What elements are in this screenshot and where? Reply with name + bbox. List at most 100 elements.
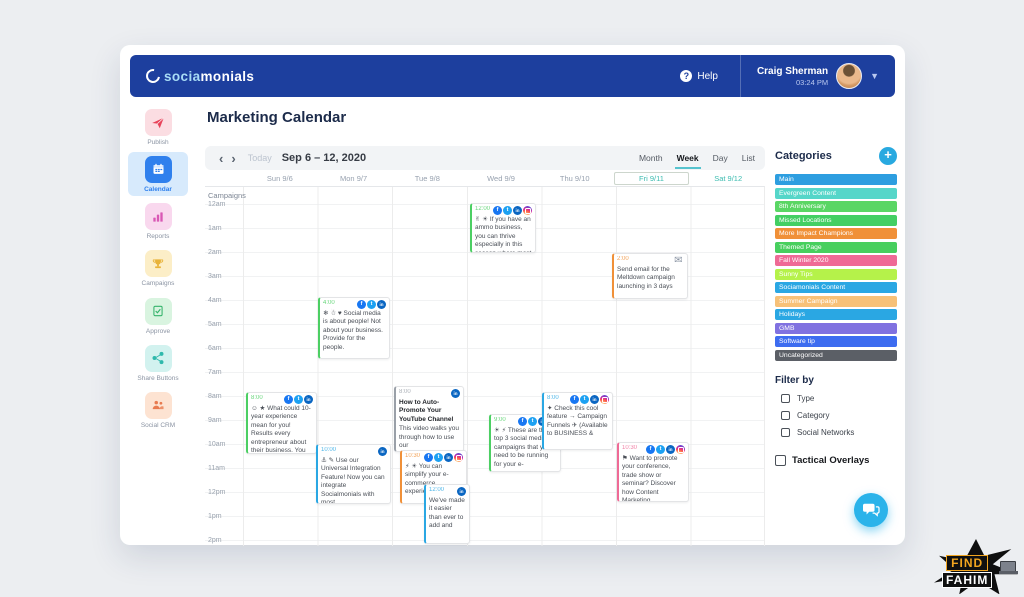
today-button[interactable]: Today	[247, 153, 272, 163]
category-bar[interactable]: Software tip	[775, 336, 897, 347]
bar-chart-icon	[144, 203, 172, 231]
event-text: ⚓ ✎ Use our Universal Integration Featur…	[321, 457, 385, 504]
time-label: 10am	[208, 441, 226, 448]
sidebar-item-publish[interactable]: Publish	[128, 105, 188, 149]
event-text: We've made it easier than ever to add an…	[429, 497, 465, 530]
help-button[interactable]: ? Help	[680, 70, 718, 82]
calendar-grid[interactable]: Campaigns 12am 1am 2am 3am 4am 5am 6am 7am 8am 9a…	[205, 186, 765, 546]
event-time: 4:00	[323, 300, 335, 306]
category-bar[interactable]: Sunny Tips	[775, 268, 897, 280]
paper-plane-icon	[144, 109, 172, 136]
chat-button[interactable]	[854, 493, 888, 527]
day-header[interactable]: Thu 9/10	[559, 173, 590, 183]
linkedin-icon: in	[377, 300, 386, 309]
calendar-event[interactable]: 8:00 in How to Auto-Promote Your YouTube C…	[394, 386, 464, 452]
approve-checklist-icon	[144, 297, 172, 325]
day-header[interactable]: Sat 9/12	[714, 173, 743, 183]
logo-mark-icon	[143, 66, 163, 86]
categories-title: Categories	[775, 150, 832, 162]
event-text: This video walks you through how to use …	[399, 425, 459, 450]
category-bar[interactable]: Themed Page	[775, 241, 897, 253]
time-label: 6am	[208, 345, 222, 352]
sidebar-item-social-crm[interactable]: Social CRM	[128, 388, 188, 432]
category-bar[interactable]: GMB	[775, 322, 897, 334]
event-text: ✦ Check this cool feature → Campaign Fun…	[547, 405, 608, 438]
time-label: 1am	[208, 225, 222, 232]
filter-option-type[interactable]: Type	[781, 393, 897, 403]
day-header[interactable]: Tue 9/8	[414, 173, 440, 183]
event-text: ☀ ⚡ These are the top 3 social media cam…	[494, 427, 551, 468]
find-fahim-watermark: FIND FAHIM	[934, 539, 1018, 595]
category-bar[interactable]: 8th Anniversary	[775, 201, 897, 212]
event-time: 10:30	[622, 445, 638, 451]
view-tab-day[interactable]: Day	[712, 153, 728, 163]
category-bar[interactable]: Holidays	[775, 309, 897, 320]
category-bar[interactable]: More Impact Champions	[775, 228, 897, 239]
day-header[interactable]: Sun 9/6	[266, 173, 293, 183]
checkbox-icon	[781, 410, 790, 420]
sidebar-item-reports[interactable]: Reports	[128, 199, 188, 243]
help-label: Help	[697, 70, 718, 82]
view-tab-month[interactable]: Month	[638, 153, 663, 163]
sidebar-item-approve[interactable]: Approve	[128, 294, 188, 338]
category-bar[interactable]: Fall Winter 2020	[775, 255, 897, 266]
category-bar[interactable]: Summer Campaign	[775, 295, 897, 307]
facebook-icon: f	[424, 453, 433, 462]
category-bar[interactable]: Uncategorized	[775, 349, 897, 361]
view-tab-list[interactable]: List	[741, 153, 755, 163]
calendar-event[interactable]: 10:00 in ⚓ ✎ Use our Universal Integration…	[316, 444, 391, 504]
share-icon	[144, 344, 172, 372]
calendar-event[interactable]: 12:00 in We've made it easier than ever to…	[424, 484, 470, 544]
sidebar-item-campaigns[interactable]: Campaigns	[128, 246, 188, 290]
calendar-event[interactable]: 8:00 f t in ☺ ★ What could 10-year experienc…	[246, 392, 317, 454]
filter-option-label: Category	[797, 410, 830, 420]
all-day-row-label: Campaigns	[208, 191, 246, 200]
category-bar[interactable]: Missed Locations	[775, 214, 897, 226]
day-header[interactable]: Mon 9/7	[340, 173, 368, 183]
avatar	[836, 63, 863, 89]
app-logo[interactable]: sociamonials	[143, 66, 255, 86]
linkedin-icon: in	[444, 453, 453, 462]
linkedin-icon: in	[451, 389, 460, 398]
add-category-button[interactable]: +	[879, 147, 897, 165]
category-bar[interactable]: Main	[775, 174, 897, 185]
prev-button[interactable]: ‹	[219, 150, 224, 166]
app-window: sociamonials ? Help Craig Sherman 03:24 …	[120, 45, 905, 546]
time-label: 12pm	[208, 489, 226, 496]
calendar-icon	[144, 156, 172, 184]
tactical-overlays-checkbox[interactable]: Tactical Overlays	[775, 454, 897, 466]
laptop-icon	[999, 561, 1018, 574]
calendar-event[interactable]: 10:30 f t in ⚑ Want to promote your conferen…	[617, 442, 689, 502]
sidebar-item-share-buttons[interactable]: Share Buttons	[128, 341, 188, 385]
facebook-icon: f	[570, 395, 579, 404]
calendar-event[interactable]: 8:00 f t in ✦ Check this cool feature → Camp…	[542, 392, 613, 450]
day-header[interactable]: Wed 9/9	[487, 173, 515, 183]
checkbox-icon	[781, 393, 790, 403]
twitter-icon: t	[656, 445, 665, 454]
linkedin-icon: in	[457, 487, 466, 496]
header-divider	[739, 55, 741, 97]
time-label: 2am	[208, 249, 222, 256]
calendar-event[interactable]: 2:00 ✉ Send email for the Meltdown campaig…	[612, 253, 688, 299]
logo-text: sociamonials	[164, 68, 255, 84]
chevron-down-icon: ▼	[870, 71, 879, 81]
twitter-icon: t	[294, 395, 303, 404]
calendar-event[interactable]: 4:00 f t in ❄ ☃ ♥ Social media is about peop…	[318, 297, 390, 359]
day-header[interactable]: Fri 9/11	[613, 171, 690, 185]
checkbox-icon	[775, 454, 786, 466]
time-label: 3am	[208, 273, 222, 280]
filter-option-social-networks[interactable]: Social Networks	[781, 427, 897, 437]
linkedin-icon: in	[304, 395, 313, 404]
filter-option-category[interactable]: Category	[781, 410, 897, 420]
calendar-event[interactable]: 12:00 f t in ✌ ☀ If you have an ammo busines…	[470, 203, 536, 253]
view-tabs: Month Week Day List	[638, 153, 755, 169]
sidebar-item-calendar[interactable]: Calendar	[128, 152, 188, 197]
user-menu[interactable]: Craig Sherman 03:24 PM ▼	[757, 63, 879, 89]
view-tab-week[interactable]: Week	[674, 153, 701, 169]
event-time: 8:00	[251, 395, 263, 401]
page-title: Marketing Calendar	[207, 109, 347, 126]
linkedin-icon: in	[378, 447, 387, 456]
category-bar[interactable]: Sociamonials Content	[775, 282, 897, 293]
category-bar[interactable]: Evergreen Content	[775, 187, 897, 199]
next-button[interactable]: ›	[231, 150, 236, 166]
